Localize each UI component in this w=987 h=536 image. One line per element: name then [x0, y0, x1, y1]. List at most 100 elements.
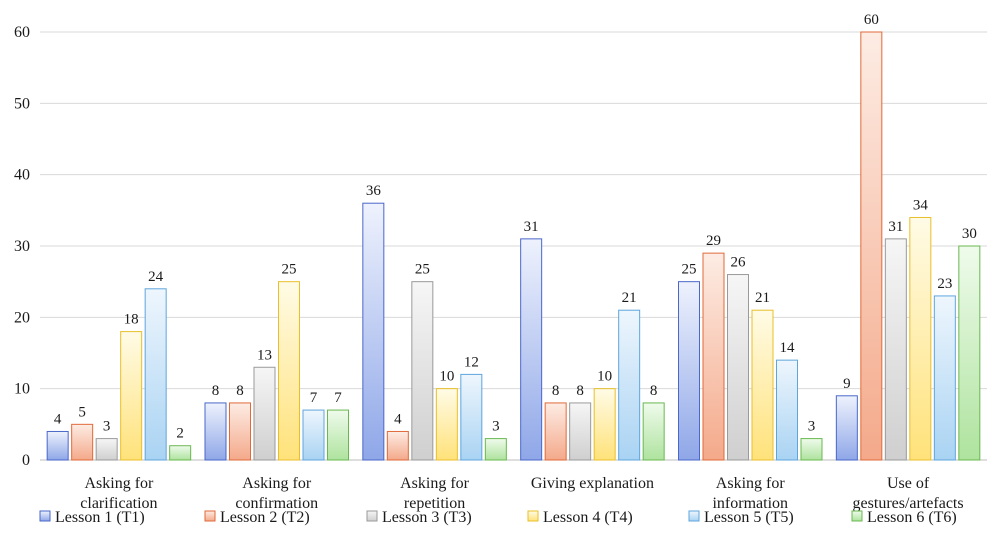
bar: [702, 252, 725, 461]
legend-label: Lesson 1 (T1): [55, 509, 145, 526]
bar: [278, 281, 300, 461]
bar: [411, 281, 434, 461]
data-label: 4: [394, 411, 402, 427]
data-label: 8: [576, 383, 584, 399]
y-tick-label: 60: [14, 24, 30, 41]
bar: [302, 409, 325, 461]
bar: [678, 281, 700, 461]
category-label: Asking for: [400, 475, 470, 492]
bar: [204, 402, 227, 461]
data-label: 13: [257, 347, 272, 363]
category-label: information: [712, 495, 788, 512]
legend-label: Lesson 4 (T4): [543, 509, 633, 526]
y-tick-label: 30: [14, 238, 30, 255]
bar: [95, 438, 118, 461]
data-label: 34: [913, 197, 929, 213]
data-label: 23: [937, 276, 952, 292]
bars: [46, 31, 981, 461]
data-label: 3: [808, 419, 816, 435]
legend-swatch: [688, 510, 700, 522]
bar: [386, 430, 409, 461]
data-label: 31: [888, 219, 903, 235]
bar: [327, 409, 349, 461]
bar: [544, 402, 567, 461]
data-label: 24: [148, 269, 164, 285]
data-label: 9: [843, 376, 851, 392]
bar: [835, 395, 858, 461]
y-axis: 0 10 20 30 40 50 60: [14, 24, 30, 469]
data-label: 3: [492, 419, 500, 435]
bar: [46, 430, 69, 461]
bar: [460, 373, 483, 461]
data-label: 21: [755, 290, 770, 306]
y-tick-label: 0: [22, 452, 30, 469]
bar: [229, 402, 251, 461]
legend-swatch: [204, 510, 216, 522]
legend-label: Lesson 2 (T2): [220, 509, 310, 526]
data-label: 25: [282, 262, 297, 278]
data-label: 10: [597, 369, 612, 385]
data-label: 3: [103, 419, 111, 435]
category-label: Giving explanation: [531, 475, 654, 492]
bar: [144, 288, 167, 461]
data-label: 25: [682, 262, 697, 278]
bar: [169, 445, 192, 461]
data-label: 25: [415, 262, 430, 278]
data-label: 21: [622, 290, 637, 306]
bar: [642, 402, 665, 461]
category-label: Asking for: [716, 475, 786, 492]
data-label: 4: [54, 411, 62, 427]
bar: [727, 274, 749, 461]
data-label: 29: [706, 233, 721, 249]
data-label: 10: [439, 369, 454, 385]
data-label: 8: [650, 383, 658, 399]
category-label: Asking for: [242, 475, 312, 492]
legend-swatch: [39, 510, 51, 522]
category-label: confirmation: [235, 495, 318, 512]
data-label: 31: [524, 219, 539, 235]
data-label: 36: [366, 183, 382, 199]
category-label: Asking for: [84, 475, 154, 492]
bar: [618, 309, 641, 461]
data-label: 60: [864, 12, 879, 28]
gridlines: [40, 31, 987, 461]
bar: [253, 366, 276, 461]
y-tick-label: 10: [14, 381, 30, 398]
bar: [909, 216, 932, 461]
bar: [435, 388, 458, 461]
bar: [884, 238, 907, 461]
legend-swatch: [851, 510, 863, 522]
bar: [362, 202, 385, 461]
data-label: 5: [78, 404, 86, 420]
data-label: 18: [124, 312, 139, 328]
data-label: 26: [731, 255, 747, 271]
category-label: clarification: [80, 495, 157, 512]
data-label: 8: [236, 383, 244, 399]
legend: Lesson 1 (T1) Lesson 2 (T2) Lesson 3 (T3) L…: [39, 509, 957, 526]
bar: [958, 245, 981, 461]
legend-swatch: [366, 510, 378, 522]
bar: [751, 309, 774, 461]
bar: [120, 331, 143, 461]
y-tick-label: 20: [14, 309, 30, 326]
bar: [569, 402, 592, 461]
bar: [776, 359, 798, 461]
legend-label: Lesson 5 (T5): [704, 509, 794, 526]
category-label: Use of: [887, 475, 930, 492]
bar: [593, 388, 616, 461]
bar: [860, 31, 883, 461]
y-tick-label: 40: [14, 167, 30, 184]
data-label: 8: [212, 383, 220, 399]
data-label: 7: [310, 390, 318, 406]
data-label: 14: [780, 340, 796, 356]
legend-label: Lesson 6 (T6): [867, 509, 957, 526]
data-label: 30: [962, 226, 977, 242]
data-label: 2: [176, 426, 184, 442]
bar: [800, 438, 823, 461]
y-tick-label: 50: [14, 95, 30, 112]
category-label: gestures/artefacts: [853, 495, 964, 512]
bar: [484, 438, 507, 461]
bar: [933, 295, 956, 461]
